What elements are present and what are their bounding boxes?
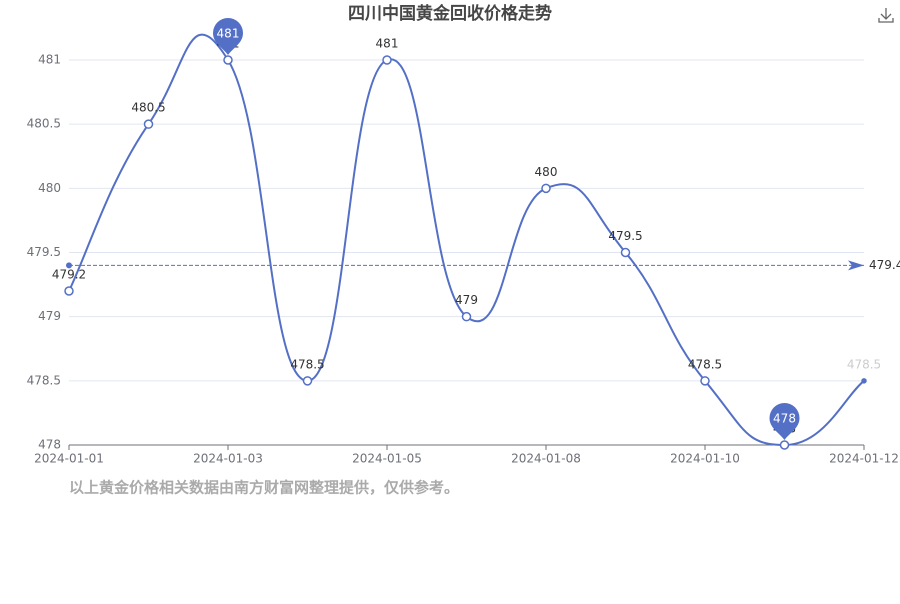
point (620, 247, 631, 258)
data-label: 479 (455, 293, 478, 307)
mark-pin (769, 403, 800, 440)
x-tick-label: 2024-01-12 (829, 452, 899, 466)
point (382, 55, 392, 65)
y-tick-label: 480 (38, 181, 61, 195)
mark-pin-label: 478 (773, 412, 796, 426)
x-tick-label: 2024-01-03 (193, 452, 263, 466)
mark-line-arrow (848, 260, 864, 271)
y-tick-label: 479.5 (27, 245, 61, 259)
data-label: 478.5 (290, 357, 324, 371)
y-tick-label: 478.5 (27, 373, 61, 387)
x-tick-label: 2024-01-01 (34, 452, 104, 466)
y-tick-label: 479 (38, 309, 61, 323)
y-tick-label: 481 (38, 53, 61, 67)
footnote: 以上黄金价格相关数据由南方财富网整理提供，仅供参考。 (69, 479, 459, 497)
point (700, 376, 710, 386)
point (143, 119, 154, 129)
data-label: 480 (535, 165, 558, 179)
data-label: 480.5 (131, 101, 165, 115)
data-label: 479.2 (52, 268, 86, 282)
point (541, 183, 551, 194)
line (68, 33, 865, 447)
point (223, 55, 233, 65)
point (861, 378, 867, 384)
point (64, 286, 74, 296)
y-tick-label: 480.5 (27, 117, 61, 131)
x-tick-label: 2024-01-10 (670, 452, 740, 466)
download-glyph[interactable] (878, 8, 894, 23)
x-tick-label: 2024-01-08 (511, 452, 581, 466)
mark-line-start (66, 262, 72, 269)
chart-title: 四川中国黄金回收价格走势 (348, 3, 552, 24)
data-label: 481 (376, 37, 399, 51)
mark-pin-label: 481 (217, 27, 240, 41)
point (302, 376, 313, 386)
y-tick-label: 478 (38, 438, 61, 452)
data-label: 479.5 (608, 229, 642, 243)
download-icon[interactable] (878, 8, 894, 23)
x-tick-label: 2024-01-05 (352, 452, 422, 466)
point (461, 311, 472, 322)
data-label: 478.5 (688, 357, 722, 371)
data-label: 478.5 (847, 357, 881, 371)
mark-pin (213, 18, 243, 55)
point (779, 440, 790, 450)
mark-line-label: 479.4 (869, 258, 900, 272)
